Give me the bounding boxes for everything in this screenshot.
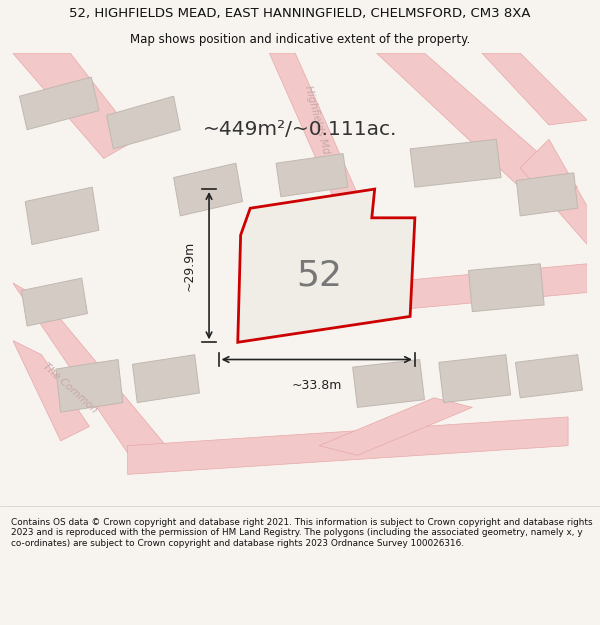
Polygon shape	[482, 53, 587, 125]
Polygon shape	[56, 359, 123, 412]
Polygon shape	[319, 398, 472, 455]
Polygon shape	[238, 189, 415, 342]
Polygon shape	[19, 77, 99, 130]
Polygon shape	[128, 417, 568, 474]
Polygon shape	[13, 53, 137, 159]
Text: The Common: The Common	[41, 361, 100, 415]
Text: ~33.8m: ~33.8m	[292, 379, 342, 392]
Polygon shape	[133, 355, 199, 402]
Polygon shape	[469, 264, 544, 312]
Polygon shape	[410, 139, 501, 187]
Text: Highfields Md: Highfields Md	[303, 85, 331, 156]
Polygon shape	[22, 278, 88, 326]
Polygon shape	[25, 187, 99, 244]
Polygon shape	[276, 154, 348, 197]
Polygon shape	[173, 163, 242, 216]
Polygon shape	[377, 264, 587, 312]
Polygon shape	[377, 53, 578, 197]
Text: ~449m²/~0.111ac.: ~449m²/~0.111ac.	[203, 120, 397, 139]
Text: 52, HIGHFIELDS MEAD, EAST HANNINGFIELD, CHELMSFORD, CM3 8XA: 52, HIGHFIELDS MEAD, EAST HANNINGFIELD, …	[69, 7, 531, 20]
Polygon shape	[439, 355, 511, 402]
Text: ~29.9m: ~29.9m	[182, 241, 196, 291]
Polygon shape	[520, 139, 587, 244]
Text: 52: 52	[296, 258, 342, 292]
Polygon shape	[13, 341, 89, 441]
Text: Map shows position and indicative extent of the property.: Map shows position and indicative extent…	[130, 33, 470, 46]
Polygon shape	[269, 53, 406, 302]
Text: Contains OS data © Crown copyright and database right 2021. This information is : Contains OS data © Crown copyright and d…	[11, 518, 592, 548]
Polygon shape	[515, 355, 583, 398]
Polygon shape	[107, 96, 181, 149]
Polygon shape	[517, 173, 578, 216]
Polygon shape	[353, 359, 424, 408]
Polygon shape	[13, 283, 166, 460]
